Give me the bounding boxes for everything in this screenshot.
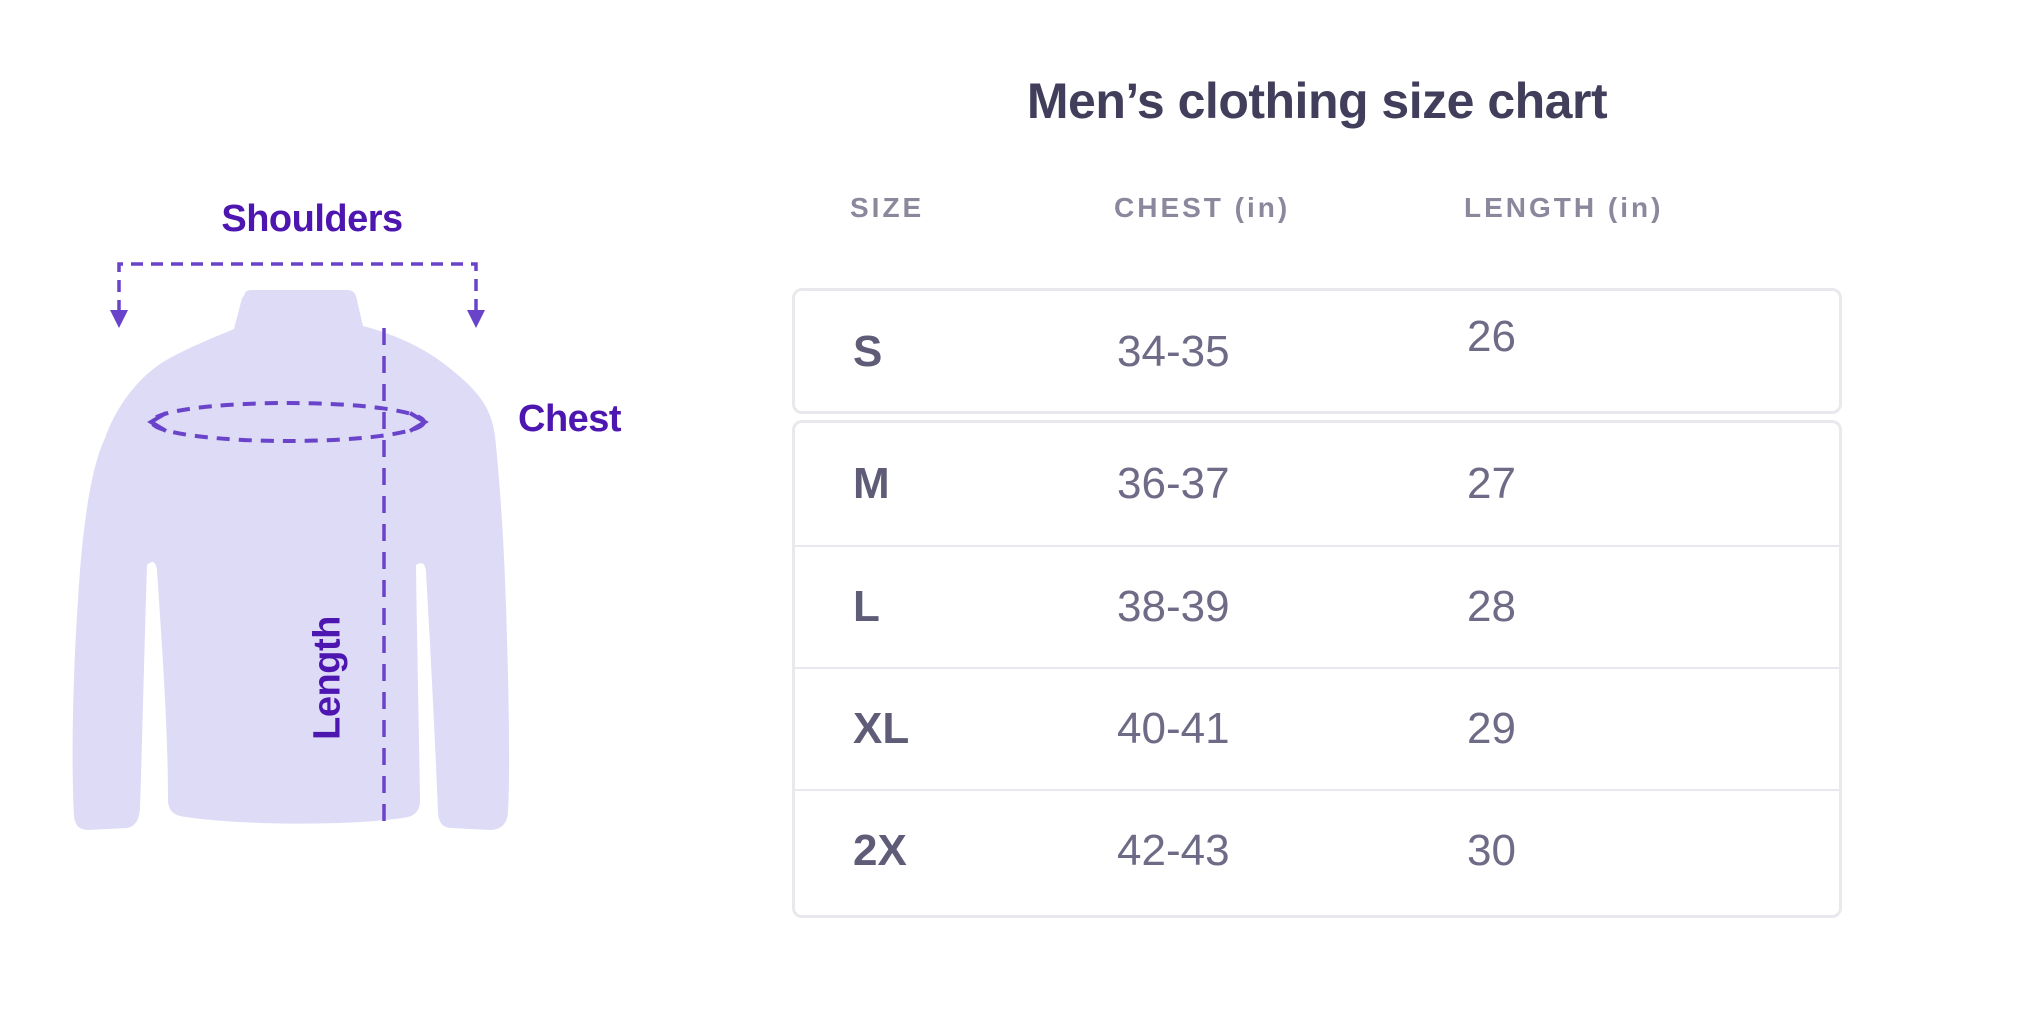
- cell-length: 27: [1467, 459, 1516, 508]
- cell-length: 29: [1467, 704, 1516, 753]
- cell-size: S: [853, 327, 883, 376]
- shoulder-bracket: [117, 262, 478, 312]
- table-body-box: M 36-37 27 L 38-39 28 XL 40-41 29 2X 42-…: [792, 420, 1842, 918]
- shoulders-label: Shoulders: [221, 198, 403, 240]
- arrow-down-left-icon: [110, 310, 128, 328]
- cell-chest: 36-37: [1117, 459, 1230, 508]
- table-row: S 34-35 26: [795, 291, 1839, 413]
- shirt-diagram: Shoulders Chest Length: [0, 0, 700, 1020]
- table-row: 2X 42-43 30: [795, 789, 1839, 911]
- column-header-size: SIZE: [850, 192, 925, 223]
- arrow-down-right-icon: [467, 310, 485, 328]
- cell-length: 28: [1467, 582, 1516, 631]
- size-chart: Men’s clothing size chart SIZE CHEST (in…: [792, 0, 1842, 1020]
- cell-size: 2X: [853, 826, 907, 875]
- arrow-left-icon: [147, 411, 168, 433]
- chest-measure-ellipse: [147, 401, 429, 443]
- chart-title: Men’s clothing size chart: [1026, 73, 1608, 129]
- cell-chest: 40-41: [1117, 704, 1230, 753]
- cell-size: XL: [853, 704, 910, 753]
- table-row: M 36-37 27: [795, 423, 1839, 545]
- shirt-shape: [72, 290, 510, 830]
- cell-chest: 42-43: [1117, 826, 1230, 875]
- arrow-right-icon: [408, 411, 429, 433]
- cell-chest: 34-35: [1117, 327, 1230, 376]
- table-row: L 38-39 28: [795, 545, 1839, 667]
- table-row: XL 40-41 29: [795, 667, 1839, 789]
- length-label: Length: [306, 616, 349, 740]
- table-header: SIZE CHEST (in) LENGTH (in): [792, 192, 1842, 240]
- cell-size: M: [853, 459, 890, 508]
- cell-length: 30: [1467, 826, 1516, 875]
- cell-chest: 38-39: [1117, 582, 1230, 631]
- table-row-box-s: S 34-35 26: [792, 288, 1842, 414]
- column-header-chest: CHEST (in): [1114, 192, 1291, 223]
- cell-size: L: [853, 582, 880, 631]
- shirt-graphic: [72, 262, 510, 830]
- cell-length: 26: [1467, 312, 1516, 361]
- column-header-length: LENGTH (in): [1464, 192, 1664, 223]
- chest-label: Chest: [518, 398, 622, 440]
